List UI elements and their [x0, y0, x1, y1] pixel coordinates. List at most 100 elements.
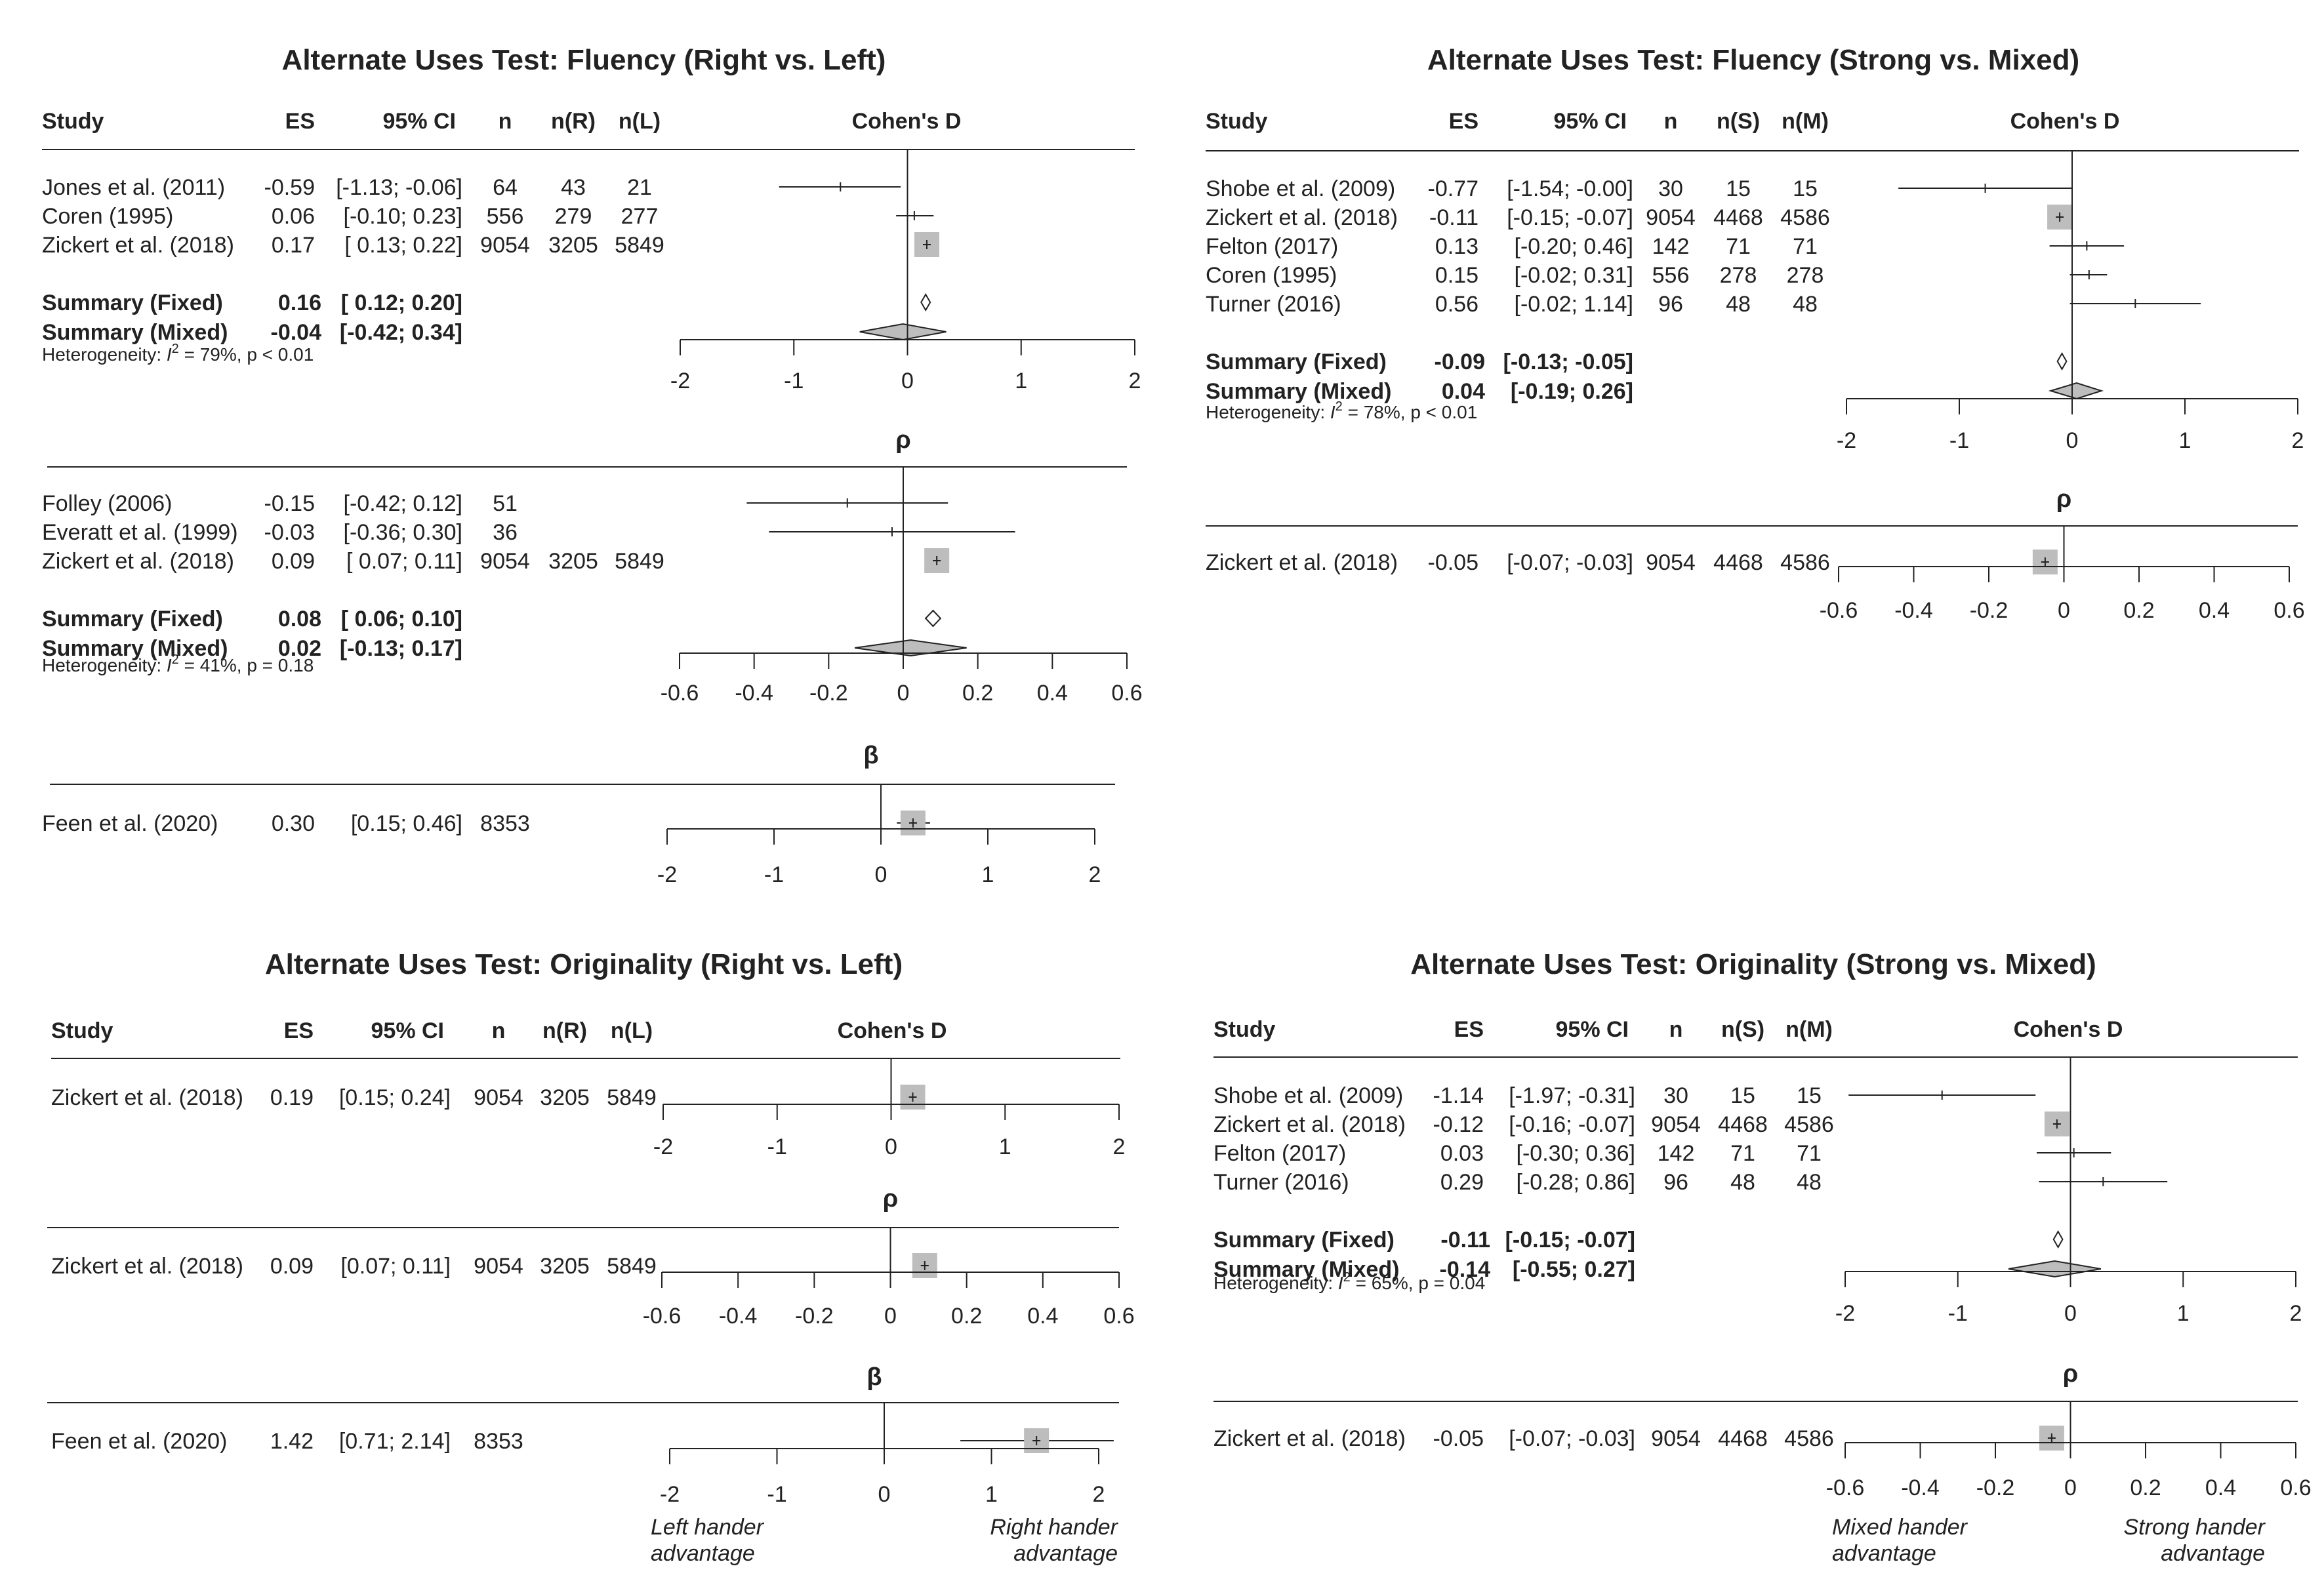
sample-size-group-1: 71	[1730, 1141, 1755, 1166]
effect-size: 0.17	[272, 233, 315, 258]
i2-superscript: 2	[172, 342, 179, 356]
effect-measure-label: ρ	[895, 426, 911, 454]
heterogeneity-text: Heterogeneity: I2 = 78%, p < 0.01	[1206, 399, 1477, 422]
study-row: Feen et al. (2020) 0.30 [0.15; 0.46] 8353	[42, 811, 930, 836]
x-axis-tick-label: 2	[1089, 862, 1101, 887]
study-name: Shobe et al. (2009)	[1206, 176, 1395, 201]
study-row: Zickert et al. (2018) -0.05 [-0.07; -0.03]…	[1213, 1426, 2064, 1451]
study-name: Folley (2006)	[42, 491, 172, 516]
x-axis-tick-label: -2	[653, 1134, 673, 1159]
summary-ci: [-0.19; 0.26]	[1511, 379, 1633, 404]
study-name: Coren (1995)	[42, 204, 173, 229]
study-name: Zickert et al. (2018)	[1206, 550, 1398, 575]
sample-size-group-1: 48	[1730, 1170, 1755, 1195]
panel-title: Alternate Uses Test: Originality (Strong…	[1410, 948, 2096, 980]
sample-size-group-2: 21	[627, 175, 652, 200]
effect-size: 0.29	[1440, 1170, 1484, 1195]
effect-size: 1.42	[270, 1429, 314, 1454]
confidence-interval: [ 0.07; 0.11]	[346, 549, 462, 574]
forest-section: ρ Zickert et al. (2018) 0.09 [0.07; 0.11] 90…	[47, 1185, 1135, 1329]
panel-title: Alternate Uses Test: Fluency (Strong vs.…	[1427, 44, 2079, 76]
summary-effect-size: 0.08	[278, 607, 321, 631]
sample-size-group-1: 279	[555, 204, 592, 229]
confidence-interval: [-0.02; 0.31]	[1515, 263, 1633, 288]
sample-size: 556	[1652, 263, 1690, 288]
summary-label: Summary (Fixed)	[1213, 1228, 1395, 1252]
summary-diamond	[2048, 382, 2104, 400]
confidence-interval: [-0.07; -0.03]	[1509, 1426, 1635, 1451]
heterogeneity-p: p = 0.18	[247, 655, 314, 675]
sample-size-group-2: 5849	[615, 549, 664, 574]
x-axis-tick-label: 0.4	[2205, 1475, 2236, 1500]
summary-label: Summary (Mixed)	[1206, 379, 1391, 404]
sample-size: 9054	[1651, 1426, 1701, 1451]
sample-size: 30	[1663, 1083, 1688, 1108]
summary-effect-size: 0.02	[278, 636, 321, 661]
sample-size-group-2: 4586	[1784, 1112, 1834, 1137]
forest-section: ρ Zickert et al. (2018) -0.05 [-0.07; -0.03…	[1213, 1360, 2312, 1500]
sample-size: 9054	[480, 549, 530, 574]
forest-section: β Feen et al. (2020) 0.30 [0.15; 0.46] 8353 -…	[42, 742, 1115, 887]
effect-measure-label: ρ	[883, 1185, 899, 1212]
column-header: 95% CI	[1554, 109, 1627, 134]
i2-symbol: I	[1330, 402, 1335, 422]
column-header: ES	[1454, 1017, 1484, 1042]
summary-effect-size: 0.04	[1442, 379, 1485, 404]
summary-ci: [-0.42; 0.34]	[340, 320, 462, 345]
sample-size-group-1: 3205	[548, 233, 598, 258]
column-header: n(M)	[1782, 109, 1829, 134]
x-axis-tick-label: 0	[885, 1134, 897, 1159]
confidence-interval: [0.07; 0.11]	[340, 1254, 451, 1279]
x-axis-tick-label: 0.4	[1027, 1304, 1058, 1329]
sample-size: 36	[493, 520, 518, 545]
x-axis-tick-label: 0	[897, 681, 910, 706]
summary-label: Summary (Mixed)	[1213, 1257, 1399, 1282]
sample-size: 9054	[1646, 550, 1696, 575]
study-row: Folley (2006) -0.15 [-0.42; 0.12] 51	[42, 491, 948, 516]
effect-size: -0.05	[1433, 1426, 1484, 1451]
study-row: Feen et al. (2020) 1.42 [0.71; 2.14] 8353	[51, 1428, 1114, 1454]
study-row: Shobe et al. (2009) -1.14 [-1.97; -0.31] 30…	[1213, 1083, 2036, 1108]
forest-section: ρ Zickert et al. (2018) -0.05 [-0.07; -0.03…	[1206, 485, 2305, 623]
sample-size-group-2: 5849	[607, 1254, 657, 1279]
effect-measure-label: Cohen's D	[838, 1018, 947, 1043]
column-header: Study	[42, 109, 104, 134]
effect-size: -0.05	[1428, 550, 1479, 575]
i2-superscript: 2	[1335, 399, 1343, 414]
study-row: Zickert et al. (2018) 0.19 [0.15; 0.24] 905…	[51, 1085, 926, 1110]
forest-section: β Feen et al. (2020) 1.42 [0.71; 2.14] 8353 -…	[47, 1363, 1119, 1507]
i2-superscript: 2	[172, 652, 179, 667]
column-header: n(L)	[619, 109, 661, 134]
forest-panel-3: Alternate Uses Test: Originality (Strong…	[1213, 948, 2312, 1566]
study-row: Zickert et al. (2018) -0.11 [-0.15; -0.07]…	[1206, 205, 2073, 230]
sample-size-group-1: 15	[1726, 176, 1751, 201]
effect-size: -0.12	[1433, 1112, 1484, 1137]
study-row: Jones et al. (2011) -0.59 [-1.13; -0.06] 64…	[42, 175, 901, 200]
x-axis-tick-label: 0	[2066, 428, 2079, 453]
effect-size: 0.06	[272, 204, 315, 229]
x-axis-tick-label: -0.4	[1894, 598, 1933, 623]
x-axis-tick-label: -0.4	[719, 1304, 758, 1329]
confidence-interval: [-0.07; -0.03]	[1507, 550, 1633, 575]
sample-size-group-1: 3205	[540, 1085, 590, 1110]
x-axis-tick-label: 0.6	[1111, 681, 1142, 706]
sample-size: 9054	[1646, 205, 1696, 230]
advantage-left-line-2: advantage	[1832, 1541, 1936, 1566]
study-row: Coren (1995) 0.15 [-0.02; 0.31] 556 278 278	[1206, 263, 2108, 288]
confidence-interval: [-0.30; 0.36]	[1517, 1141, 1635, 1166]
column-header: ES	[284, 1018, 314, 1043]
effect-size: -0.03	[264, 520, 316, 545]
advantage-right-line-1: Right hander	[990, 1515, 1118, 1540]
summary-row: Summary (Mixed) 0.02 [-0.13; 0.17]	[42, 636, 967, 661]
column-header: n(L)	[611, 1018, 653, 1043]
i2-value: = 41%,	[179, 655, 247, 675]
advantage-right-line-2: advantage	[1013, 1541, 1118, 1566]
heterogeneity-text: Heterogeneity: I2 = 65%, p = 0.04	[1213, 1270, 1485, 1293]
x-axis-tick-label: 1	[2177, 1301, 2190, 1326]
column-header: Study	[1213, 1017, 1276, 1042]
confidence-interval: [0.15; 0.24]	[339, 1085, 451, 1110]
x-axis-tick-label: 1	[999, 1134, 1011, 1159]
confidence-interval: [-0.36; 0.30]	[344, 520, 462, 545]
column-header: 95% CI	[1556, 1017, 1629, 1042]
